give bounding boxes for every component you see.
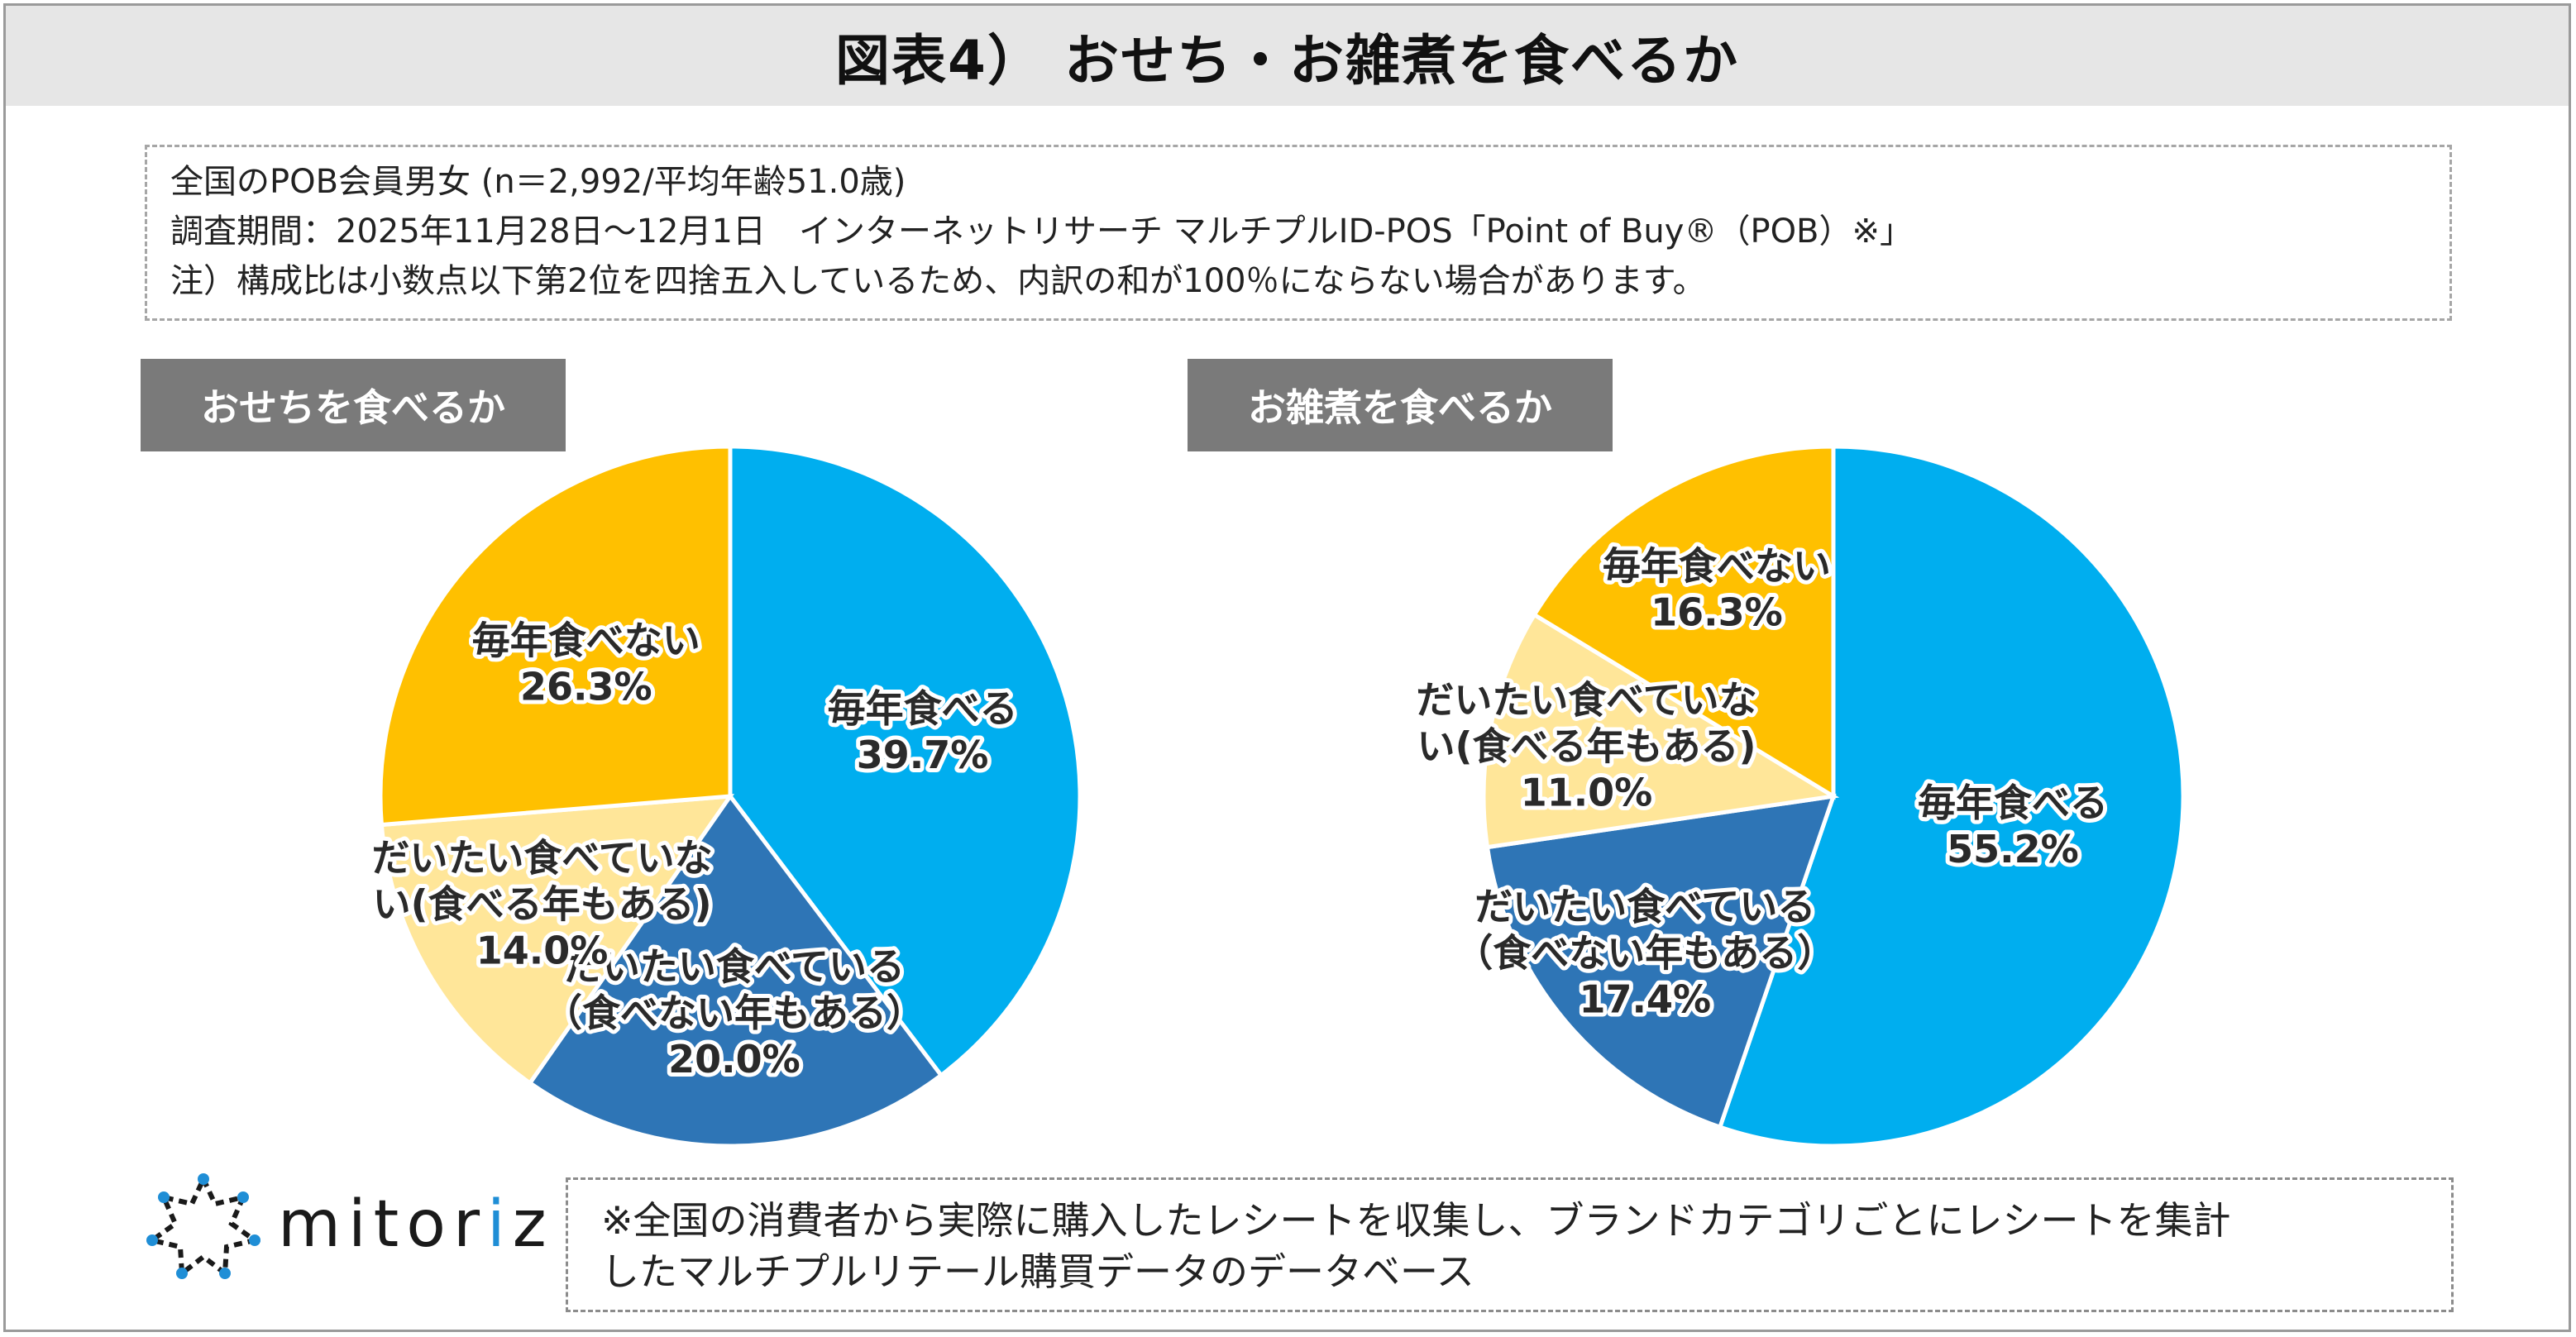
chart-title-ozoni: お雑煮を食べるか [1188, 359, 1613, 451]
slice-category-label: 毎年食べない [472, 618, 700, 662]
slice-category-label: い(食べる年もある) [1417, 724, 1756, 769]
slice-value-label: 11.0% [1521, 771, 1653, 815]
footnote-line-1: ※全国の消費者から実際に購入したレシートを収集し、ブランドカテゴリごとにレシート… [601, 1198, 2231, 1243]
page-title: 図表4） おせち・お雑煮を食べるか [835, 28, 1739, 93]
footnote-line-2: したマルチプルリテール購買データのデータベース [601, 1249, 1474, 1294]
pie-slice-never [1531, 444, 1836, 800]
slice-label-mostly-not: だいたい食べていない(食べる年もある) 14.0% [372, 836, 713, 973]
footnote-box: ※全国の消費者から実際に購入したレシートを収集し、ブランドカテゴリごとにレシート… [566, 1177, 2454, 1312]
slice-category-label: 毎年食べる [828, 686, 1018, 731]
pie-slice-yearly [728, 444, 1082, 1078]
slice-label-mostly-not: だいたい食べていない(食べる年もある) 11.0% [1416, 678, 1756, 815]
pie-slice-never [378, 444, 733, 828]
slice-category-label: 毎年食べる [1918, 781, 2108, 825]
pie-chart-0: 毎年食べる 39.7%だいたい食べている（食べない年もある） 20.0%だいたい食べ… [368, 444, 1082, 1148]
slice-value-label: 39.7% [857, 733, 989, 777]
slice-label-yearly: 毎年食べる 39.7% [828, 686, 1018, 777]
logo-star-icon [146, 1172, 261, 1279]
slice-category-label: （食べない年もある） [1455, 930, 1835, 975]
slice-label-yearly: 毎年食べる 55.2% [1918, 781, 2108, 871]
note-period: 調査期間：2025年11月28日～12月1日 インターネットリサーチ マルチプル… [170, 212, 1914, 251]
slice-value-label: 26.3% [520, 664, 652, 709]
note-rounding: 注）構成比は小数点以下第2位を四捨五入しているため、内訳の和が100％にならない… [170, 262, 1706, 300]
slice-category-label: だいたい食べていな [372, 836, 713, 881]
slice-category-label: 毎年食べない [1603, 543, 1831, 588]
logo-text-accent: i [487, 1187, 513, 1262]
pie-slice-yearly [1717, 444, 2186, 1148]
slice-label-mostly-eat: だいたい食べている（食べない年もある） 17.4% [1455, 884, 1835, 1021]
slice-category-label: だいたい食べている [564, 944, 905, 989]
logo-text-main: mitor [278, 1187, 488, 1262]
slice-label-never: 毎年食べない 26.3% [472, 618, 700, 709]
pie-chart-1: 毎年食べる 55.2%だいたい食べている（食べない年もある） 17.4%だいたい食べ… [1412, 444, 2186, 1148]
figure-frame [3, 3, 2571, 1332]
slice-value-label: 16.3% [1651, 590, 1783, 634]
slice-value-label: 55.2% [1947, 827, 2079, 871]
slice-value-label: 14.0% [476, 929, 609, 973]
slice-label-mostly-eat: だいたい食べている（食べない年もある） 20.0% [544, 944, 925, 1082]
mitoriz-logo: mitoriz [146, 1172, 547, 1280]
logo-wordmark: mitoriz [278, 1187, 554, 1262]
pie-slice-mostly-eat [527, 792, 944, 1148]
survey-note-box: 全国のPOB会員男女 (n＝2,992/平均年齢51.0歳) 調査期間：2025… [145, 145, 2452, 321]
slice-value-label: 20.0% [668, 1037, 801, 1082]
note-sample: 全国のPOB会員男女 (n＝2,992/平均年齢51.0歳) [170, 163, 906, 201]
chart-title-osechi: おせちを食べるか [141, 359, 566, 451]
slice-value-label: 17.4% [1579, 976, 1711, 1021]
pie-slice-mostly-not [1481, 612, 1840, 850]
slice-category-label: （食べない年もある） [544, 991, 925, 1035]
slice-label-never: 毎年食べない 16.3% [1603, 543, 1831, 634]
slice-category-label: い(食べる年もある) [373, 882, 712, 927]
pie-slice-mostly-eat [1484, 793, 1837, 1130]
logo-text-tail: z [512, 1187, 554, 1262]
title-bar: 図表4） おせち・お雑煮を食べるか [6, 6, 2569, 106]
slice-category-label: だいたい食べている [1474, 884, 1815, 929]
pie-slice-mostly-not [379, 794, 735, 1086]
slice-category-label: だいたい食べていな [1416, 678, 1756, 723]
